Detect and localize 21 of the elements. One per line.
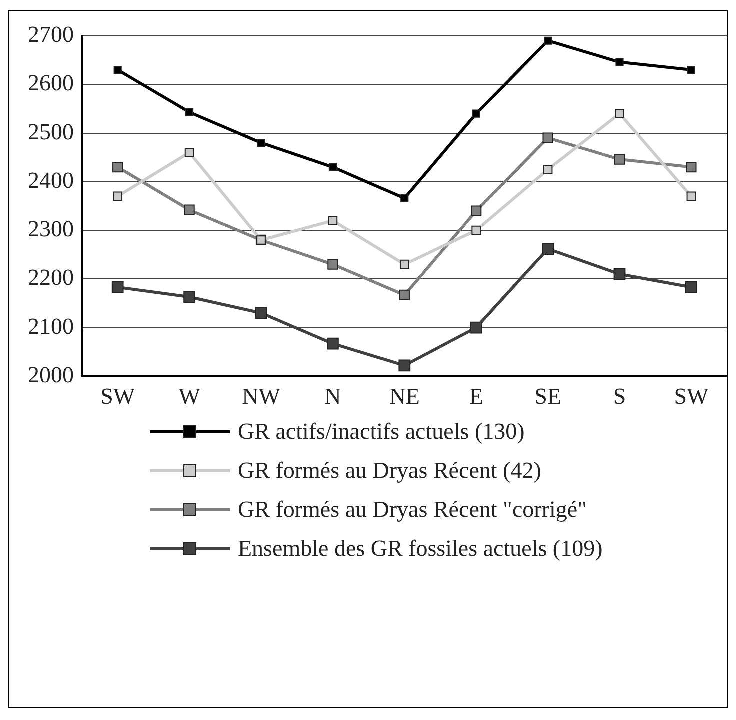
x-tick-label: SW — [100, 384, 136, 410]
y-tick-label: 2300 — [28, 216, 74, 242]
x-tick-label: E — [469, 384, 484, 410]
y-tick-label: 2400 — [28, 168, 74, 193]
x-tick-label: W — [178, 384, 201, 410]
legend-label: GR formés au Dryas Récent (42) — [238, 458, 542, 484]
y-tick-label: 2100 — [28, 314, 74, 339]
x-tick-label: NE — [389, 384, 420, 410]
x-tick-label: S — [613, 384, 626, 410]
x-tick-label: SW — [674, 384, 709, 410]
legend-label: GR actifs/inactifs actuels (130) — [238, 418, 525, 444]
legend-label: Ensemble des GR fossiles actuels (109) — [238, 536, 603, 562]
y-tick-label: 2600 — [28, 70, 74, 96]
x-tick-label: NW — [242, 384, 281, 410]
legend-label: GR formés au Dryas Récent "corrigé" — [238, 496, 587, 522]
y-tick-label: 2500 — [28, 119, 74, 144]
y-tick-label: 2200 — [28, 265, 74, 290]
x-tick-label: N — [324, 384, 342, 410]
x-tick-label: SE — [534, 384, 562, 410]
y-tick-label: 2000 — [28, 362, 74, 388]
y-tick-label: 2700 — [28, 22, 74, 48]
